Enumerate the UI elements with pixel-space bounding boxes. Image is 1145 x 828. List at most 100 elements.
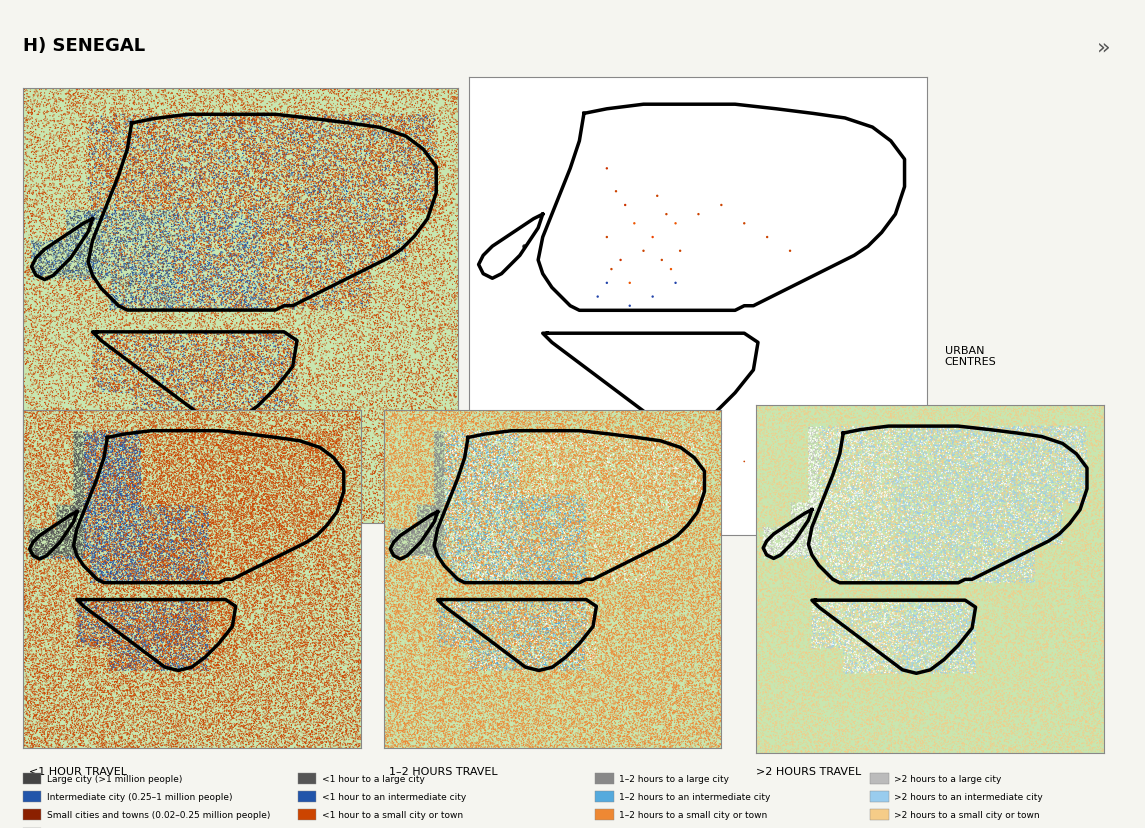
Point — [136, 438, 155, 451]
Point — [90, 735, 109, 749]
Point — [332, 194, 350, 207]
Point — [61, 113, 79, 126]
Point — [214, 467, 232, 480]
Point — [1058, 614, 1076, 628]
Point — [153, 454, 172, 467]
Point — [548, 461, 567, 474]
Point — [159, 513, 177, 527]
Point — [656, 431, 674, 444]
Point — [223, 327, 242, 340]
Point — [37, 674, 55, 687]
Point — [974, 689, 993, 702]
Point — [530, 521, 548, 534]
Point — [105, 275, 124, 288]
Point — [942, 692, 961, 705]
Point — [204, 562, 222, 575]
Point — [847, 460, 866, 473]
Point — [176, 696, 195, 710]
Point — [681, 476, 700, 489]
Point — [216, 222, 235, 235]
Point — [325, 620, 343, 633]
Point — [913, 651, 931, 664]
Point — [584, 447, 602, 460]
Point — [251, 650, 269, 663]
Point — [463, 687, 481, 700]
Point — [195, 314, 213, 327]
Point — [63, 503, 81, 516]
Point — [528, 651, 546, 664]
Point — [47, 445, 65, 459]
Point — [423, 645, 441, 658]
Point — [124, 451, 142, 465]
Point — [1082, 456, 1100, 469]
Point — [89, 126, 108, 139]
Point — [681, 574, 700, 587]
Point — [189, 660, 207, 673]
Point — [662, 513, 680, 527]
Point — [475, 650, 493, 663]
Point — [789, 521, 807, 534]
Point — [285, 211, 303, 224]
Point — [466, 701, 484, 715]
Point — [117, 463, 135, 476]
Point — [400, 605, 418, 619]
Point — [1053, 498, 1072, 511]
Point — [132, 258, 150, 271]
Point — [979, 675, 997, 688]
Point — [382, 544, 401, 557]
Point — [357, 450, 376, 463]
Point — [941, 555, 960, 568]
Point — [436, 471, 455, 484]
Point — [574, 528, 592, 542]
Point — [519, 573, 537, 586]
Point — [775, 425, 793, 438]
Point — [76, 633, 94, 647]
Point — [874, 668, 892, 681]
Point — [412, 511, 431, 524]
Point — [698, 739, 717, 753]
Point — [347, 489, 365, 503]
Point — [403, 483, 421, 496]
Point — [21, 416, 39, 430]
Point — [106, 728, 125, 741]
Point — [205, 141, 223, 154]
Point — [137, 356, 156, 369]
Point — [31, 629, 49, 643]
Point — [255, 716, 274, 729]
Point — [433, 668, 451, 681]
Point — [1072, 582, 1090, 595]
Point — [834, 681, 852, 694]
Point — [426, 556, 444, 569]
Point — [277, 707, 295, 720]
Point — [182, 570, 200, 584]
Point — [639, 725, 657, 739]
Point — [103, 443, 121, 456]
Point — [179, 218, 197, 231]
Point — [633, 706, 652, 720]
Point — [306, 280, 324, 293]
Point — [412, 725, 431, 739]
Point — [684, 420, 702, 433]
Point — [325, 580, 343, 594]
Point — [418, 649, 436, 662]
Point — [174, 439, 192, 452]
Point — [476, 685, 495, 698]
Point — [306, 185, 324, 198]
Point — [803, 720, 821, 734]
Point — [187, 93, 205, 106]
Point — [749, 672, 767, 686]
Point — [261, 540, 279, 553]
Point — [263, 700, 282, 714]
Point — [131, 337, 149, 350]
Point — [559, 484, 577, 498]
Point — [777, 579, 796, 592]
Point — [946, 581, 964, 595]
Point — [876, 532, 894, 546]
Point — [914, 445, 932, 458]
Point — [73, 671, 92, 684]
Point — [702, 673, 720, 686]
Point — [642, 560, 661, 573]
Point — [29, 511, 47, 524]
Point — [56, 234, 74, 248]
Point — [419, 601, 437, 614]
